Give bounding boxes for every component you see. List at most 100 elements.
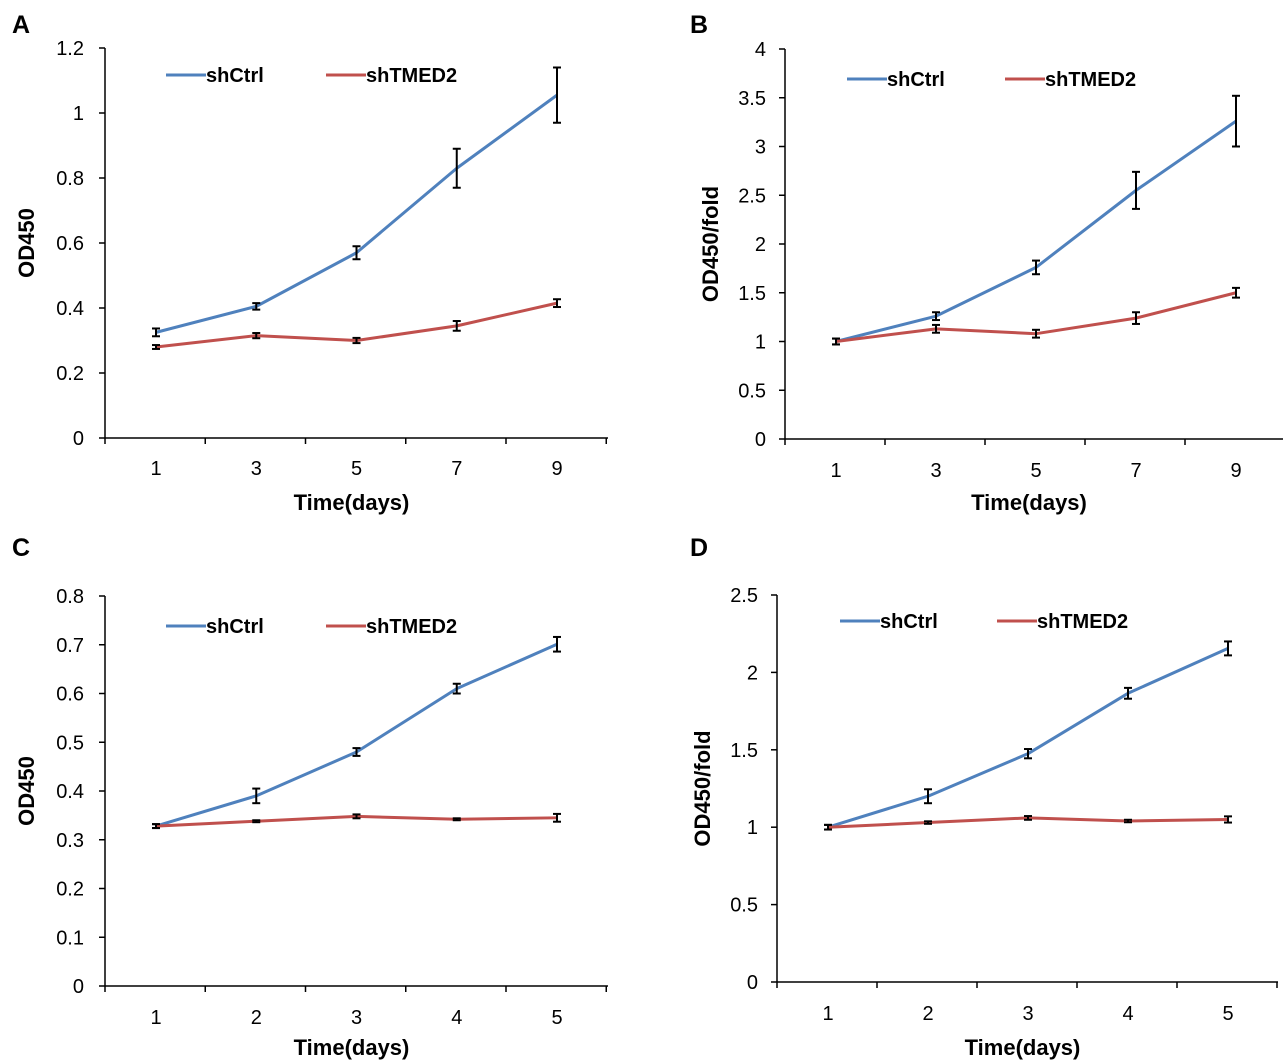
- error-bar: [553, 298, 561, 309]
- x-tick-label: 5: [551, 1007, 562, 1029]
- legend-label: shCtrl: [206, 616, 264, 638]
- error-bar: [553, 635, 561, 653]
- y-tick-label: 4: [755, 39, 766, 61]
- error-bar: [1232, 94, 1240, 148]
- series-line-shctrl: [155, 93, 558, 334]
- x-axis-title: Time(days): [965, 1035, 1081, 1060]
- y-tick-label: 3.5: [738, 88, 766, 110]
- y-tick-label: 1.5: [738, 283, 766, 305]
- y-tick-label: 0.1: [56, 927, 84, 949]
- x-tick-label: 4: [451, 1007, 462, 1029]
- y-tick-label: 1: [73, 103, 84, 125]
- panel-d: D 0 0.5 1 1.5 2 2.5 1 2 3 4 5 Time(days) OD450/fold sh…: [690, 534, 1278, 1060]
- legend-entry: shTMED2: [997, 611, 1128, 633]
- legend-label: shTMED2: [1037, 611, 1128, 633]
- series-line-shctrl: [155, 642, 558, 828]
- error-bar: [553, 812, 561, 823]
- panel-letter: A: [12, 11, 30, 39]
- x-tick-label: 9: [1230, 460, 1241, 482]
- error-bar: [152, 823, 160, 830]
- error-bar: [352, 336, 361, 345]
- error-bar: [1024, 815, 1032, 821]
- error-bar: [1224, 815, 1232, 824]
- y-tick-label: 1: [747, 817, 758, 839]
- x-tick-label: 5: [351, 458, 362, 480]
- error-bar: [352, 813, 361, 820]
- y-tick-label: 1.2: [56, 38, 84, 60]
- error-bar: [1132, 311, 1140, 325]
- legend-entry: shCtrl: [166, 65, 264, 87]
- legend-entry: shTMED2: [326, 65, 457, 87]
- error-bar: [252, 819, 261, 824]
- legend-entry: shCtrl: [847, 69, 945, 91]
- x-tick-label: 2: [922, 1003, 933, 1025]
- error-bar: [452, 817, 461, 822]
- y-tick-label: 0.4: [56, 781, 84, 803]
- error-bar: [1032, 328, 1040, 339]
- error-bar: [1224, 640, 1232, 657]
- x-tick-label: 3: [930, 460, 941, 482]
- panel-letter: C: [12, 534, 30, 562]
- x-tick-label: 5: [1222, 1003, 1233, 1025]
- panel-letter: D: [690, 534, 708, 562]
- x-tick-label: 4: [1122, 1003, 1133, 1025]
- x-tick-label: 1: [150, 458, 161, 480]
- x-axis-title: Time(days): [294, 490, 410, 515]
- y-tick-label: 0.2: [56, 363, 84, 385]
- y-tick-label: 3: [755, 137, 766, 159]
- error-bar: [1024, 748, 1032, 760]
- series-line-shctrl: [827, 647, 1229, 829]
- y-tick-label: 0.2: [56, 879, 84, 901]
- y-tick-label: 0.6: [56, 233, 84, 255]
- y-tick-label: 0.7: [56, 635, 84, 657]
- y-tick-label: 0: [73, 976, 84, 998]
- legend-entry: shCtrl: [840, 611, 938, 633]
- y-tick-label: 2.5: [730, 585, 758, 607]
- error-bar: [1232, 286, 1240, 299]
- x-axis-title: Time(days): [294, 1035, 410, 1060]
- legend-entry: shTMED2: [1005, 69, 1136, 91]
- legend-label: shTMED2: [1045, 69, 1136, 91]
- y-tick-label: 0: [755, 429, 766, 451]
- y-tick-label: 2.5: [738, 185, 766, 207]
- y-axis-title: OD450/fold: [690, 730, 715, 846]
- error-bar: [553, 66, 561, 124]
- x-tick-label: 2: [251, 1007, 262, 1029]
- y-tick-label: 2: [747, 662, 758, 684]
- x-tick-label: 7: [1130, 460, 1141, 482]
- error-bar: [1132, 170, 1140, 210]
- x-tick-label: 9: [551, 458, 562, 480]
- error-bar: [252, 332, 261, 340]
- legend-label: shTMED2: [366, 65, 457, 87]
- panel-letter: B: [690, 11, 708, 39]
- error-bar: [252, 787, 261, 805]
- x-tick-label: 1: [830, 460, 841, 482]
- y-tick-label: 0: [73, 428, 84, 450]
- error-bar: [452, 682, 461, 695]
- error-bar: [1124, 818, 1132, 824]
- error-bar: [152, 327, 160, 338]
- panel-a: A 0 0.2 0.4 0.6 0.8 1 1.2 1 3 5 7 9 Time(days) OD450 sh…: [12, 11, 608, 515]
- y-tick-label: 0.5: [738, 380, 766, 402]
- error-bar: [932, 311, 940, 322]
- x-tick-label: 3: [1022, 1003, 1033, 1025]
- y-axis-title: OD450/fold: [698, 186, 723, 302]
- legend-label: shCtrl: [880, 611, 938, 633]
- y-tick-label: 0.4: [56, 298, 84, 320]
- y-tick-label: 2: [755, 234, 766, 256]
- x-tick-label: 3: [351, 1007, 362, 1029]
- y-axis-title: OD450: [14, 756, 39, 826]
- legend-label: shCtrl: [206, 65, 264, 87]
- error-bar: [152, 344, 160, 350]
- x-tick-label: 1: [150, 1007, 161, 1029]
- x-tick-label: 1: [822, 1003, 833, 1025]
- error-bar: [824, 823, 832, 831]
- legend-entry: shTMED2: [326, 616, 457, 638]
- error-bar: [932, 323, 940, 334]
- x-tick-label: 3: [251, 458, 262, 480]
- y-tick-label: 0.5: [730, 895, 758, 917]
- error-bar: [1124, 686, 1132, 700]
- legend-label: shTMED2: [366, 616, 457, 638]
- y-tick-label: 0: [747, 972, 758, 994]
